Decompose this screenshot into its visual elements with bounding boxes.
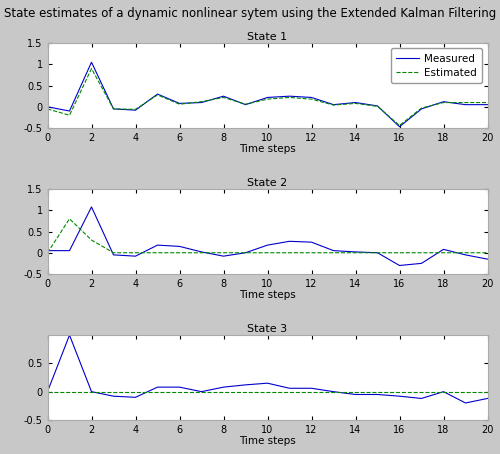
Text: State estimates of a dynamic nonlinear sytem using the Extended Kalman Filtering: State estimates of a dynamic nonlinear s… (4, 7, 496, 20)
Title: State 3: State 3 (248, 324, 288, 334)
X-axis label: Time steps: Time steps (239, 290, 296, 300)
X-axis label: Time steps: Time steps (239, 436, 296, 446)
Legend: Measured, Estimated: Measured, Estimated (391, 48, 482, 83)
X-axis label: Time steps: Time steps (239, 144, 296, 154)
Title: State 1: State 1 (248, 32, 288, 42)
Title: State 2: State 2 (248, 178, 288, 188)
